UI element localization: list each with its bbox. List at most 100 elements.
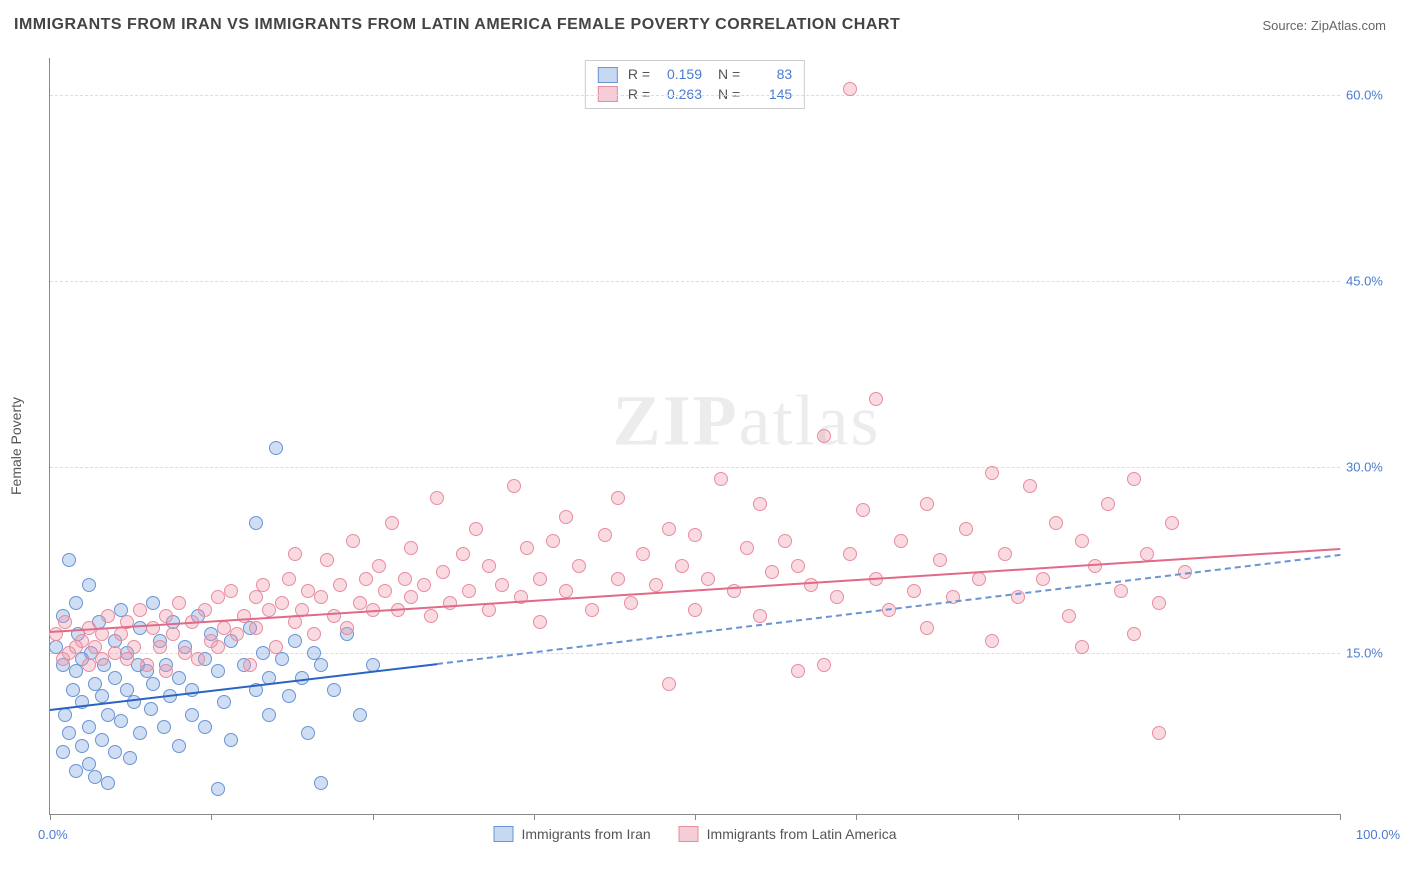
scatter-point [249,516,263,530]
scatter-point [249,590,263,604]
legend-item: Immigrants from Latin America [679,826,897,842]
legend-label: Immigrants from Latin America [707,826,897,842]
stats-box: R =0.159N =83R =0.263N =145 [585,60,805,109]
scatter-point [1023,479,1037,493]
scatter-point [224,733,238,747]
scatter-point [256,646,270,660]
scatter-point [191,652,205,666]
scatter-point [198,603,212,617]
scatter-point [157,720,171,734]
scatter-point [224,584,238,598]
scatter-point [211,640,225,654]
scatter-point [462,584,476,598]
scatter-point [385,516,399,530]
scatter-point [436,565,450,579]
scatter-point [507,479,521,493]
gridline [50,467,1340,468]
scatter-point [56,745,70,759]
scatter-point [327,683,341,697]
scatter-point [69,764,83,778]
x-min-label: 0.0% [38,827,68,842]
legend-swatch [679,826,699,842]
scatter-point [791,664,805,678]
scatter-point [933,553,947,567]
scatter-point [146,677,160,691]
scatter-point [533,615,547,629]
scatter-point [95,689,109,703]
scatter-point [1036,572,1050,586]
scatter-point [1049,516,1063,530]
scatter-point [1114,584,1128,598]
scatter-point [424,609,438,623]
scatter-point [624,596,638,610]
chart-title: IMMIGRANTS FROM IRAN VS IMMIGRANTS FROM … [14,16,900,34]
scatter-point [159,609,173,623]
scatter-point [791,559,805,573]
scatter-point [166,627,180,641]
scatter-point [907,584,921,598]
scatter-point [404,541,418,555]
trend-line [50,548,1340,633]
scatter-point [144,702,158,716]
scatter-point [327,609,341,623]
scatter-point [211,782,225,796]
x-tick [1018,814,1019,820]
scatter-point [398,572,412,586]
scatter-point [75,634,89,648]
watermark: ZIPatlas [613,379,881,462]
scatter-point [753,497,767,511]
scatter-point [1165,516,1179,530]
scatter-point [307,627,321,641]
x-tick [856,814,857,820]
scatter-point [585,603,599,617]
scatter-point [217,621,231,635]
scatter-point [830,590,844,604]
y-tick-label: 30.0% [1346,459,1394,474]
chart-source: Source: ZipAtlas.com [1262,18,1386,33]
legend-label: Immigrants from Iran [522,826,651,842]
scatter-point [572,559,586,573]
x-tick [534,814,535,820]
scatter-point [69,664,83,678]
scatter-point [108,745,122,759]
x-tick [50,814,51,820]
scatter-point [495,578,509,592]
x-tick [373,814,374,820]
scatter-point [378,584,392,598]
scatter-point [662,677,676,691]
scatter-point [185,708,199,722]
scatter-point [843,82,857,96]
plot-area: ZIPatlas R =0.159N =83R =0.263N =145 Imm… [49,58,1340,815]
scatter-point [894,534,908,548]
scatter-point [701,572,715,586]
scatter-point [520,541,534,555]
scatter-point [340,621,354,635]
scatter-point [1062,609,1076,623]
scatter-point [688,603,702,617]
scatter-point [546,534,560,548]
scatter-point [688,528,702,542]
scatter-point [359,572,373,586]
scatter-point [333,578,347,592]
scatter-point [443,596,457,610]
scatter-point [114,714,128,728]
scatter-point [133,621,147,635]
scatter-point [133,726,147,740]
scatter-point [82,578,96,592]
x-tick [695,814,696,820]
scatter-point [101,708,115,722]
stat-n-value: 83 [748,65,792,85]
scatter-point [353,596,367,610]
scatter-point [1127,472,1141,486]
scatter-point [269,441,283,455]
scatter-point [217,695,231,709]
gridline [50,653,1340,654]
scatter-point [353,708,367,722]
scatter-point [533,572,547,586]
scatter-point [985,466,999,480]
scatter-point [101,776,115,790]
scatter-point [153,640,167,654]
scatter-point [120,652,134,666]
scatter-point [133,603,147,617]
scatter-point [127,640,141,654]
